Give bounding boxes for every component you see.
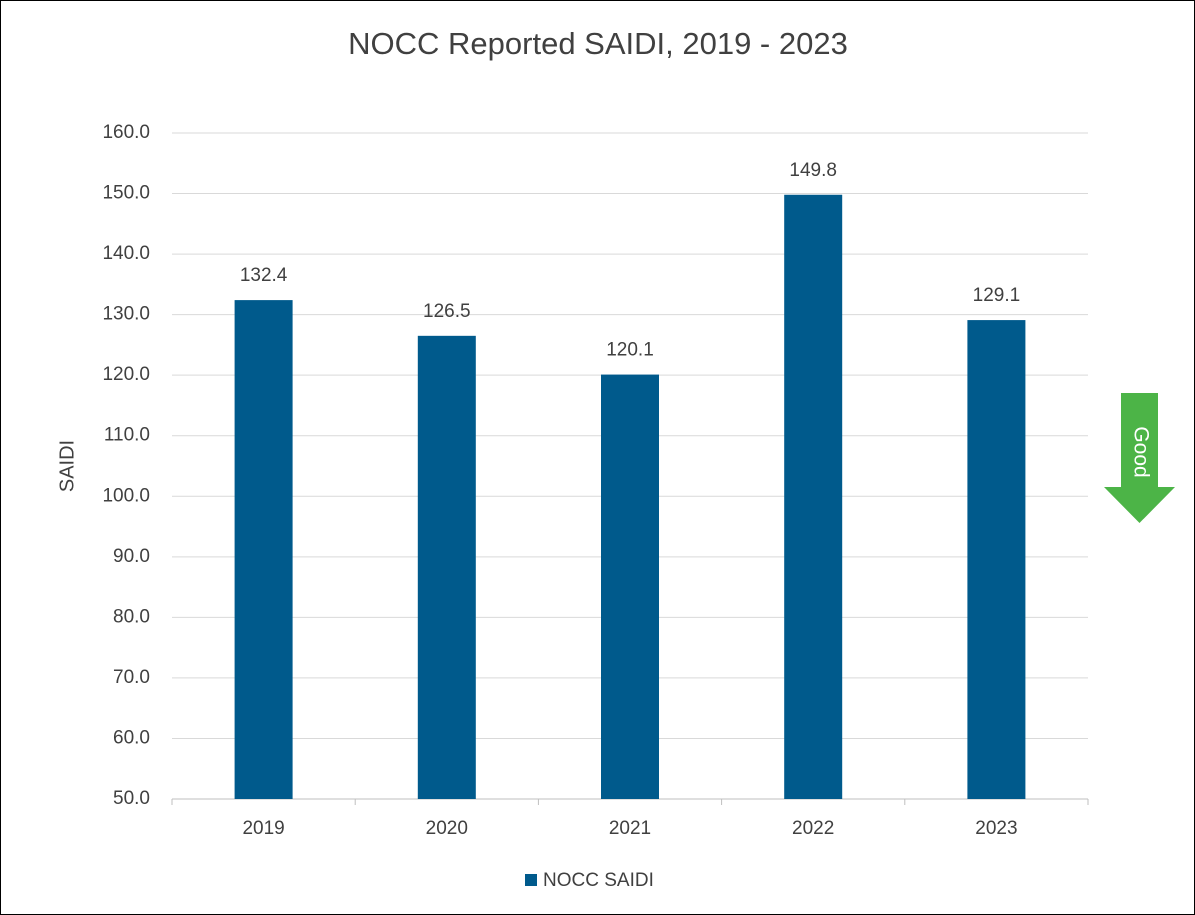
y-tick-label: 110.0 xyxy=(104,425,150,446)
x-tick-label: 2021 xyxy=(609,818,651,839)
y-tick-label: 60.0 xyxy=(113,727,150,748)
good-arrow xyxy=(1104,393,1175,523)
good-annotation: Good xyxy=(1104,393,1175,523)
y-axis-label: SAIDI xyxy=(56,440,78,492)
legend-label: NOCC SAIDI xyxy=(543,870,654,891)
y-tick-label: 100.0 xyxy=(102,485,150,506)
y-tick-label: 120.0 xyxy=(102,364,150,385)
y-tick-label: 140.0 xyxy=(102,243,150,264)
bar xyxy=(601,374,659,799)
annotation-text: Good xyxy=(1129,426,1152,477)
bar xyxy=(784,194,843,800)
y-tick-label: 90.0 xyxy=(113,546,150,567)
bar xyxy=(967,320,1026,799)
y-tick-label: 150.0 xyxy=(102,183,150,204)
y-tick-label: 70.0 xyxy=(113,667,150,688)
bar xyxy=(234,300,293,799)
x-tick-label: 2023 xyxy=(975,818,1017,839)
x-tick-label: 2019 xyxy=(242,818,284,839)
x-tick-label: 2020 xyxy=(426,818,468,839)
y-tick-label: 80.0 xyxy=(113,606,150,627)
data-label: 132.4 xyxy=(240,265,288,286)
y-tick-label: 50.0 xyxy=(113,788,150,809)
y-tick-label: 160.0 xyxy=(102,122,150,143)
data-label: 120.1 xyxy=(606,340,654,361)
data-label: 129.1 xyxy=(973,285,1021,306)
chart-title: NOCC Reported SAIDI, 2019 - 2023 xyxy=(348,26,848,61)
y-tick-label: 130.0 xyxy=(102,304,150,325)
bar xyxy=(417,335,476,799)
legend-swatch xyxy=(525,874,537,886)
data-label: 126.5 xyxy=(423,301,471,322)
x-tick-label: 2022 xyxy=(792,818,834,839)
data-label: 149.8 xyxy=(789,160,837,181)
